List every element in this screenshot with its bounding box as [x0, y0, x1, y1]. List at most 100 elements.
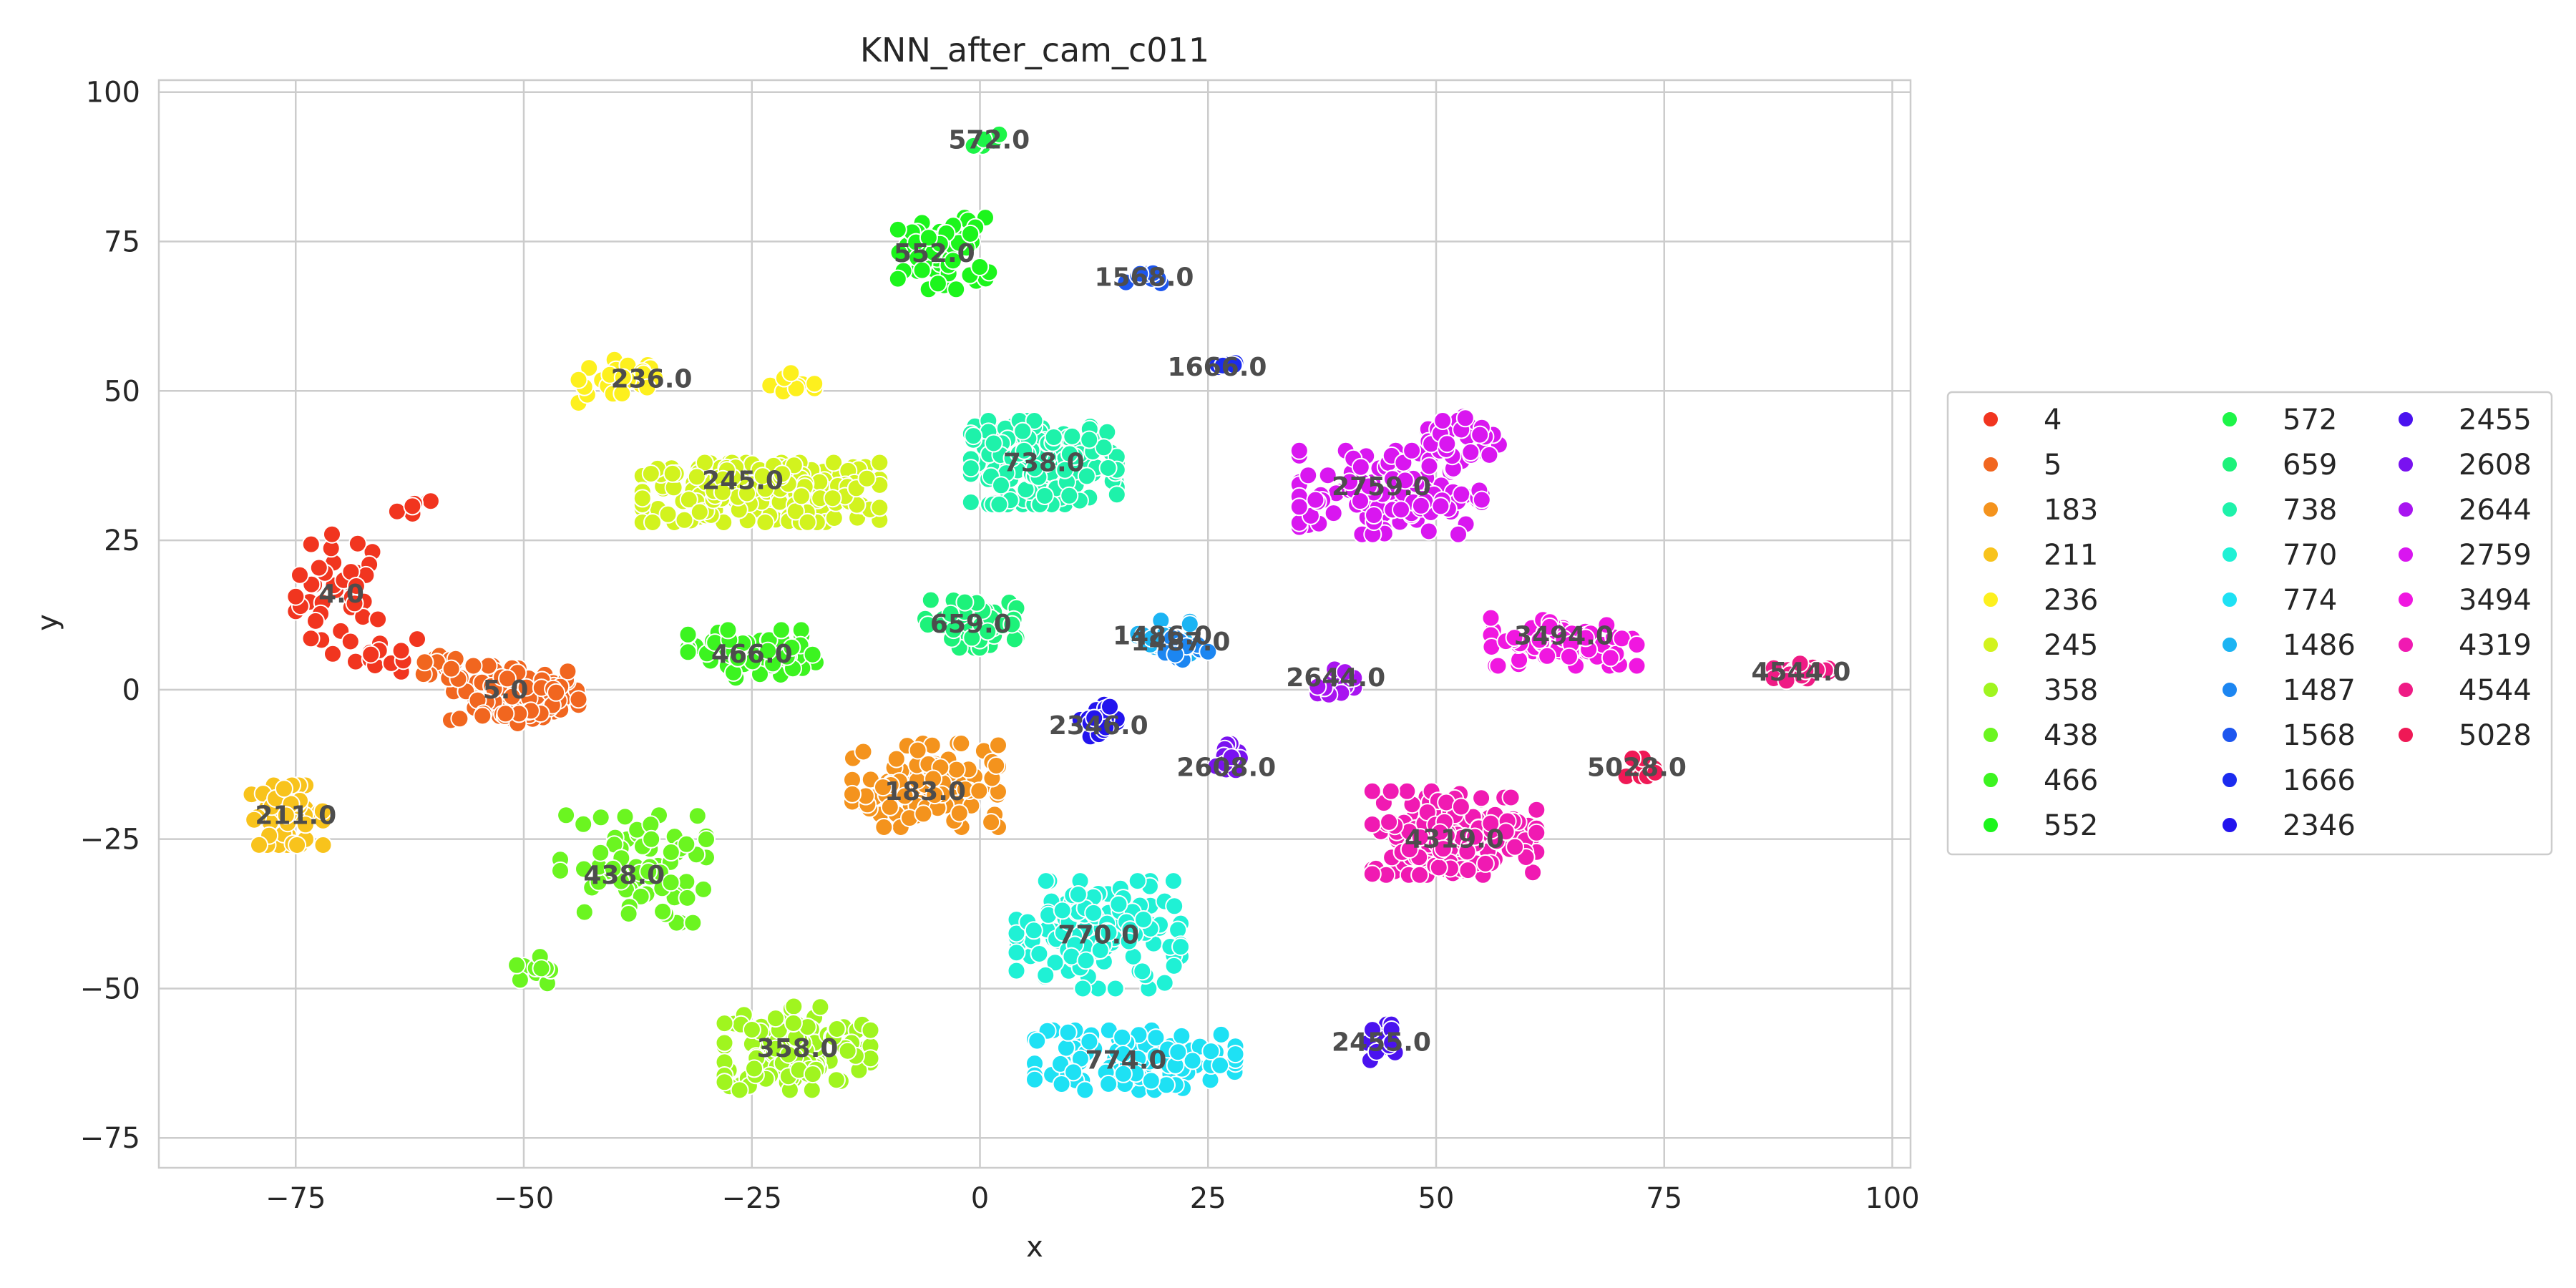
- data-point: [591, 843, 610, 862]
- data-point: [1107, 485, 1126, 504]
- data-point: [1025, 411, 1044, 430]
- data-point: [880, 797, 899, 816]
- data-point: [369, 610, 388, 629]
- data-point: [323, 644, 342, 663]
- data-point: [1201, 1042, 1221, 1061]
- data-point: [1211, 1055, 1230, 1075]
- legend-label: 4: [2044, 404, 2062, 436]
- data-point: [687, 467, 706, 487]
- data-point: [1451, 797, 1470, 816]
- data-point: [1063, 426, 1082, 446]
- data-point: [1392, 500, 1410, 519]
- data-point: [1402, 441, 1422, 460]
- data-point: [498, 669, 517, 688]
- legend-marker: [2221, 546, 2238, 563]
- data-point: [1091, 941, 1110, 960]
- cluster-label-438: 438.0: [583, 861, 665, 890]
- data-point: [507, 955, 527, 975]
- data-point: [633, 489, 652, 508]
- data-point: [677, 872, 696, 892]
- data-point: [728, 648, 748, 668]
- data-point: [557, 806, 576, 825]
- legend-label: 2346: [2283, 809, 2356, 842]
- data-point: [805, 374, 824, 394]
- cluster-label-183: 183.0: [884, 777, 966, 806]
- data-point: [1055, 460, 1075, 479]
- data-point: [1084, 903, 1103, 922]
- series-245: [633, 453, 889, 532]
- data-point: [773, 464, 791, 484]
- legend-marker: [2397, 456, 2414, 473]
- cluster-label-770: 770.0: [1058, 920, 1139, 950]
- series-211: [242, 776, 333, 854]
- data-point: [313, 836, 333, 854]
- data-point: [678, 625, 698, 644]
- data-point: [947, 280, 966, 299]
- data-point: [250, 835, 268, 854]
- legend-label: 770: [2283, 539, 2337, 572]
- data-point: [1183, 1051, 1202, 1070]
- x-axis-label: x: [1026, 1231, 1043, 1264]
- data-point: [551, 861, 570, 880]
- legend-label: 5: [2044, 449, 2062, 482]
- data-point: [1452, 484, 1471, 504]
- legend-label: 1486: [2283, 629, 2356, 662]
- data-point: [1056, 1038, 1075, 1058]
- data-point: [1481, 608, 1501, 628]
- data-point: [496, 704, 515, 723]
- data-point: [718, 620, 738, 640]
- y-tick-label: −25: [80, 824, 140, 857]
- data-point: [1461, 443, 1480, 462]
- data-point: [824, 453, 844, 472]
- data-point: [1007, 943, 1026, 962]
- data-point: [962, 628, 982, 648]
- data-point: [569, 370, 588, 389]
- data-point: [1075, 1080, 1095, 1100]
- data-point: [784, 1014, 803, 1033]
- data-point: [341, 632, 360, 651]
- data-point: [301, 535, 321, 554]
- plot-frame: [157, 79, 1912, 1169]
- x-axis-ticks: −75 −50 −25 0 25 50 75 100: [265, 1182, 1920, 1215]
- data-point: [1036, 872, 1055, 891]
- cluster-label-5: 5.0: [483, 675, 529, 705]
- data-point: [638, 378, 657, 397]
- data-point: [928, 274, 947, 293]
- data-point: [1488, 656, 1508, 675]
- data-point: [450, 709, 469, 728]
- cluster-label-466: 466.0: [711, 640, 793, 669]
- series-183: [843, 734, 1008, 836]
- data-point: [952, 734, 971, 753]
- data-point: [888, 220, 907, 239]
- data-point: [1455, 409, 1475, 428]
- data-point: [695, 453, 714, 472]
- legend-marker: [2397, 501, 2414, 518]
- data-point: [1362, 815, 1382, 834]
- data-point: [857, 469, 877, 488]
- legend-label: 438: [2044, 719, 2098, 752]
- data-point: [887, 749, 906, 769]
- data-point: [1052, 1075, 1071, 1093]
- x-tick-label: 25: [1190, 1182, 1226, 1215]
- data-point: [1073, 979, 1093, 998]
- legend-marker: [1982, 411, 1999, 428]
- data-point: [245, 810, 264, 829]
- gridlines: [159, 80, 1911, 1168]
- legend-label: 738: [2283, 494, 2337, 527]
- data-point: [1113, 1028, 1132, 1047]
- data-point: [309, 558, 328, 577]
- data-point: [1475, 854, 1495, 873]
- data-point: [653, 902, 673, 921]
- data-point: [874, 778, 892, 797]
- data-point: [1289, 497, 1309, 517]
- legend-label: 245: [2044, 629, 2098, 662]
- data-point: [1458, 861, 1478, 880]
- legend-label: 4544: [2459, 674, 2532, 707]
- data-point: [1036, 965, 1055, 985]
- legend-marker: [1982, 591, 1999, 608]
- data-point: [313, 801, 332, 821]
- legend-marker: [2221, 681, 2238, 698]
- legend-label: 183: [2044, 494, 2098, 527]
- x-tick-label: 50: [1418, 1182, 1455, 1215]
